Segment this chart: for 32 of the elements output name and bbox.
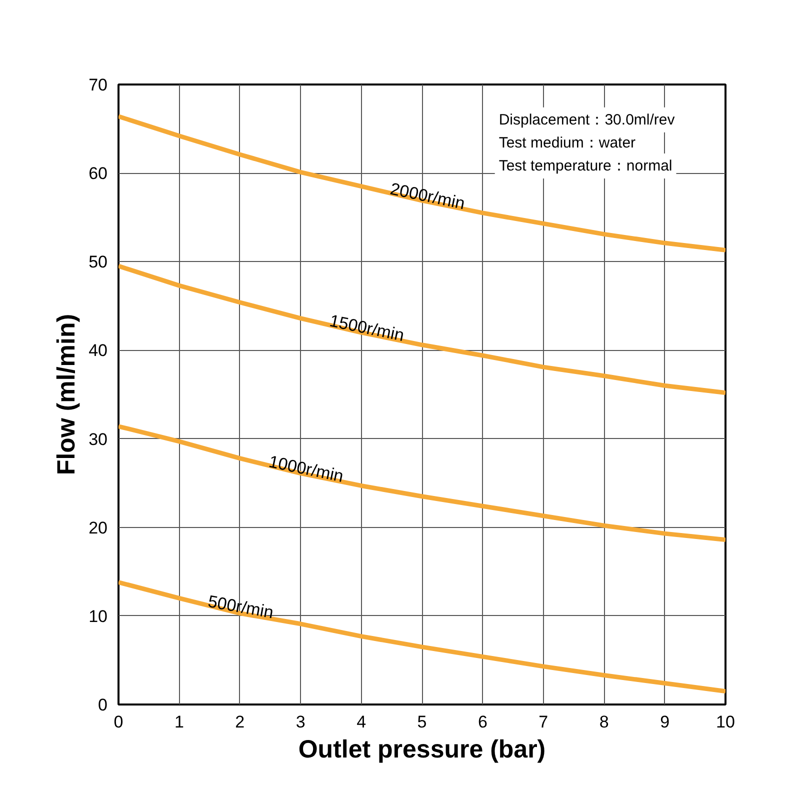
y-tick-label: 10: [88, 606, 108, 626]
x-tick-label: 3: [296, 712, 306, 732]
annotation: Displacement：30.0ml/rev: [498, 111, 676, 128]
y-tick-label: 40: [88, 341, 108, 360]
x-axis-title: Outlet pressure (bar): [298, 736, 546, 764]
y-tick-label: 70: [88, 76, 108, 94]
y-tick-label: 60: [88, 164, 108, 184]
x-tick-label: 0: [114, 712, 124, 732]
text: 500r/min: [206, 592, 275, 622]
text: 1500r/min: [328, 311, 406, 346]
y-tick-label: 0: [98, 696, 108, 714]
annotation: Test medium：water: [498, 134, 636, 152]
y-tick-label: 30: [88, 430, 108, 449]
x-tick-label: 9: [660, 712, 670, 732]
line-series: [118, 580, 726, 694]
y-tick-label: 50: [88, 252, 108, 272]
x-tick-label: 4: [356, 712, 366, 732]
annotation: Test temperature：normal: [498, 157, 672, 174]
text: 1000r/min: [267, 452, 346, 486]
x-tick-label: 10: [716, 712, 735, 732]
x-tick-label: 7: [538, 712, 548, 732]
line-series: [118, 114, 726, 252]
line-series: [118, 264, 726, 395]
x-tick-label: 6: [478, 712, 488, 732]
x-tick-label: 8: [599, 712, 609, 732]
y-axis-title: Flow (ml/min): [52, 314, 81, 476]
line-series: [118, 424, 726, 542]
x-tick-label: 1: [174, 712, 184, 732]
x-tick-label: 2: [235, 712, 245, 732]
y-tick-label: 20: [88, 518, 108, 538]
x-tick-label: 5: [417, 712, 427, 732]
text: 2000r/min: [388, 179, 467, 214]
